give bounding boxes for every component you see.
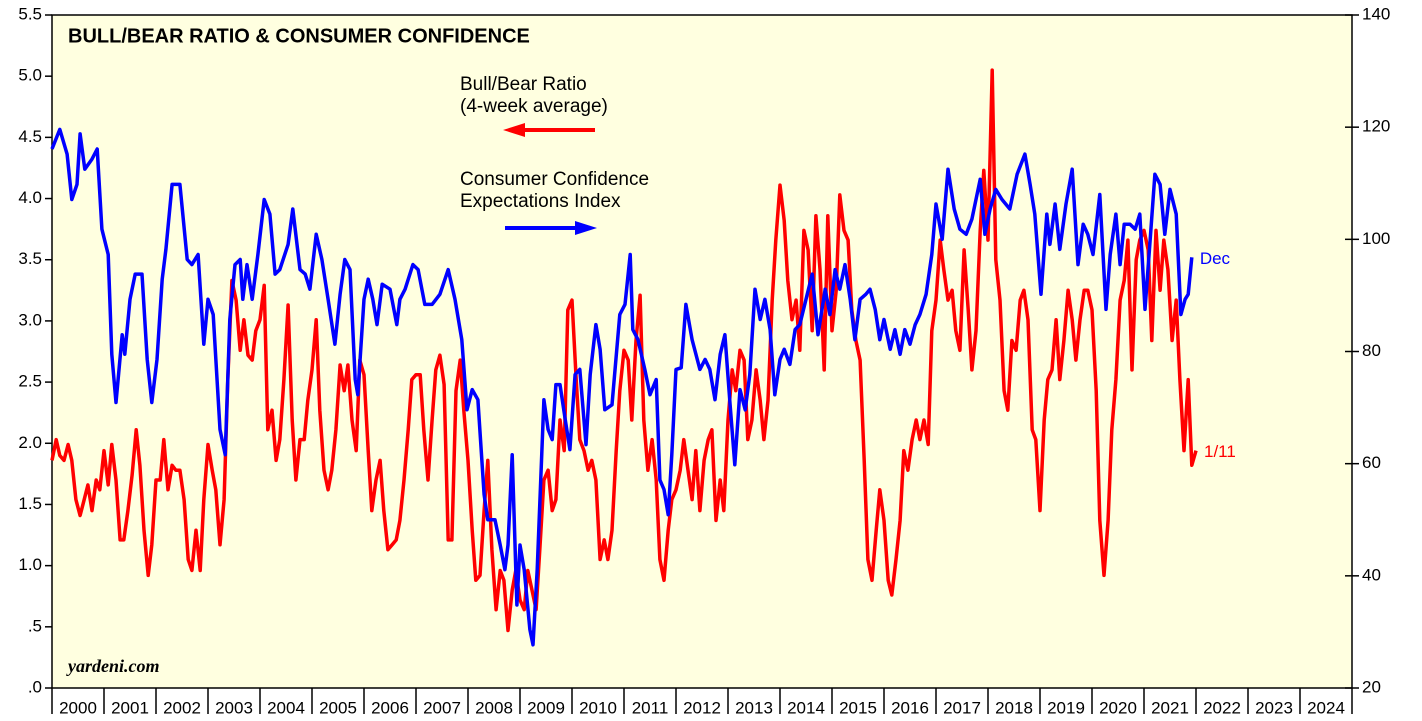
y2-tick-label: 100 (1362, 229, 1390, 248)
x-tick-label: 2010 (579, 698, 617, 717)
y2-tick-label: 80 (1362, 341, 1381, 360)
x-tick-label: 2018 (995, 698, 1033, 717)
x-tick-label: 2001 (111, 698, 149, 717)
x-tick-label: 2013 (735, 698, 773, 717)
x-tick-label: 2000 (59, 698, 97, 717)
x-tick-label: 2009 (527, 698, 565, 717)
x-tick-label: 2005 (319, 698, 357, 717)
x-tick-label: 2012 (683, 698, 721, 717)
x-tick-label: 2003 (215, 698, 253, 717)
y-tick-label: 1.0 (18, 555, 42, 574)
y2-tick-label: 140 (1362, 4, 1390, 23)
y-tick-label: 2.5 (18, 372, 42, 391)
y2-tick-label: 40 (1362, 565, 1381, 584)
x-tick-label: 2017 (943, 698, 981, 717)
x-tick-label: 2014 (787, 698, 825, 717)
y2-tick-label: 60 (1362, 453, 1381, 472)
y-tick-label: 3.0 (18, 310, 42, 329)
x-tick-label: 2023 (1255, 698, 1293, 717)
annotation: (4-week average) (460, 96, 608, 117)
annotation: Consumer Confidence (460, 169, 649, 190)
y-tick-label: .0 (28, 677, 42, 696)
y-tick-label: 5.0 (18, 66, 42, 85)
credit: yardeni.com (66, 656, 160, 676)
plot-area (51, 14, 1353, 689)
x-tick-label: 2019 (1047, 698, 1085, 717)
x-tick-label: 2016 (891, 698, 929, 717)
y-tick-label: 1.5 (18, 494, 42, 513)
y-tick-label: 2.0 (18, 433, 42, 452)
series-line (50, 68, 1198, 633)
x-tick-label: 2024 (1307, 698, 1345, 717)
x-tick-label: 2006 (371, 698, 409, 717)
x-tick-label: 2022 (1203, 698, 1241, 717)
y-tick-label: 4.5 (18, 127, 42, 146)
x-tick-label: 2004 (267, 698, 305, 717)
y-tick-label: 5.5 (18, 4, 42, 23)
x-tick-label: 2008 (475, 698, 513, 717)
y-tick-label: 3.5 (18, 249, 42, 268)
y2-tick-label: 120 (1362, 117, 1390, 136)
x-tick-label: 2002 (163, 698, 201, 717)
annotation: Bull/Bear Ratio (460, 74, 587, 95)
y-tick-label: .5 (28, 616, 42, 635)
x-tick-label: 2015 (839, 698, 877, 717)
x-tick-label: 2011 (632, 698, 669, 717)
x-tick-label: 2021 (1151, 698, 1189, 717)
legend-arrowhead (575, 221, 597, 235)
legend-arrowhead (503, 123, 525, 137)
end-label: 1/11 (1204, 442, 1236, 461)
end-label: Dec (1200, 249, 1231, 268)
x-tick-label: 2020 (1099, 698, 1137, 717)
chart-title: BULL/BEAR RATIO & CONSUMER CONFIDENCE (68, 25, 530, 47)
y2-tick-label: 20 (1362, 677, 1381, 696)
annotation: Expectations Index (460, 191, 621, 212)
series-line (50, 127, 1194, 647)
x-tick-label: 2007 (423, 698, 461, 717)
y-tick-label: 4.0 (18, 188, 42, 207)
